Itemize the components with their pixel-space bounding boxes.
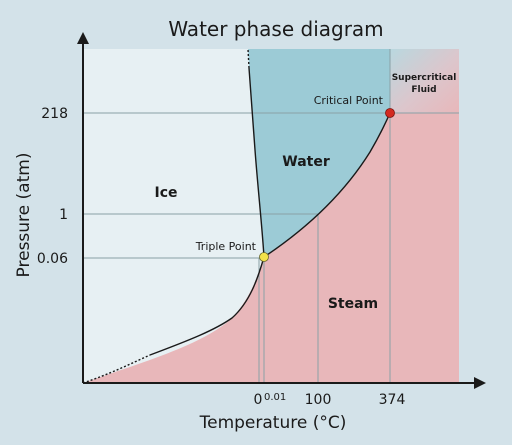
region-label-supercritical: Supercritical	[392, 73, 457, 83]
axes	[77, 32, 486, 389]
y-axis-arrow	[77, 32, 89, 44]
critical-point-label: Critical Point	[314, 94, 384, 107]
triple-point-label: Triple Point	[195, 240, 257, 253]
vaporization-curve	[263, 112, 391, 258]
y-tick-1: 1	[59, 207, 68, 223]
y-tick-218: 218	[41, 106, 68, 122]
y-axis-label: Pressure (atm)	[14, 153, 34, 278]
triple-point-marker	[259, 252, 269, 262]
diagram-title: Water phase diagram	[168, 17, 383, 41]
fusion-curve-extension	[247, 48, 250, 69]
sublimation-curve	[149, 256, 265, 356]
x-axis-label: Temperature (°C)	[199, 413, 347, 433]
critical-point-marker	[385, 108, 395, 118]
fusion-curve	[248, 67, 265, 258]
region-label-water: Water	[282, 154, 330, 170]
water-region	[248, 49, 390, 257]
x-tick-0: 0	[254, 392, 263, 408]
y-tick-006: 0.06	[37, 251, 68, 267]
supercritical-region	[390, 49, 459, 113]
x-tick-374: 374	[379, 392, 406, 408]
region-label-ice: Ice	[154, 185, 177, 201]
x-tick-001: 0.01	[264, 392, 286, 403]
guide-lines	[83, 49, 459, 383]
steam-region	[83, 113, 459, 383]
x-tick-100: 100	[305, 392, 332, 408]
region-label-steam: Steam	[328, 296, 378, 312]
phase-boundaries	[82, 48, 391, 384]
region-label-fluid: Fluid	[411, 85, 436, 95]
x-axis-arrow	[474, 377, 486, 389]
